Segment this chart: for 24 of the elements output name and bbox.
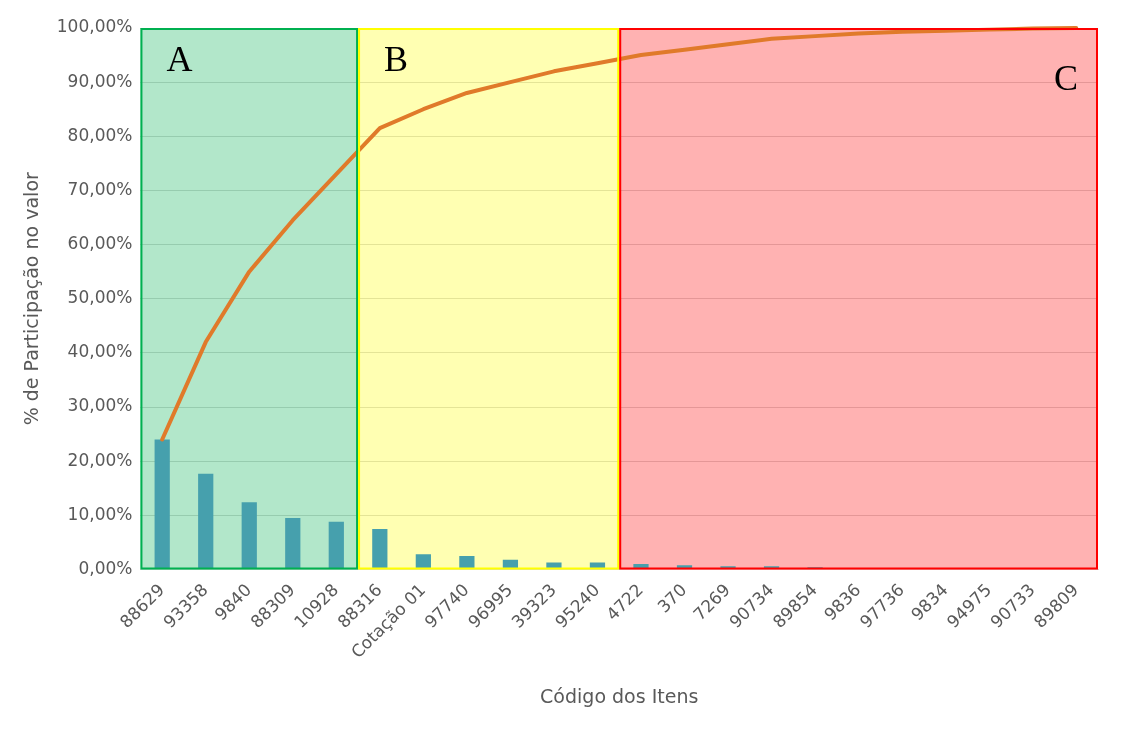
y-tick-label: 100,00% <box>56 16 133 37</box>
bar <box>198 473 214 569</box>
y-tick-label: 60,00% <box>67 233 133 254</box>
y-tick-label: 30,00% <box>67 395 133 416</box>
y-tick-label: 20,00% <box>67 449 133 470</box>
x-axis-title: Código dos Itens <box>540 684 699 707</box>
y-tick-label: 90,00% <box>67 70 133 91</box>
bar <box>241 502 257 569</box>
y-tick-label: 40,00% <box>67 341 133 362</box>
y-tick-label: 70,00% <box>67 178 133 199</box>
band-label: B <box>384 39 409 80</box>
bar <box>459 555 475 569</box>
bar <box>415 554 431 569</box>
bar <box>372 528 388 569</box>
y-tick-label: 80,00% <box>67 124 133 145</box>
y-tick-label: 0,00% <box>78 557 133 578</box>
bar <box>328 521 344 569</box>
y-tick-label: 10,00% <box>67 503 133 524</box>
y-tick-label: 50,00% <box>67 287 133 308</box>
band-label: A <box>166 39 193 80</box>
band-label: C <box>1053 58 1078 99</box>
bar <box>285 518 301 569</box>
bar <box>154 439 170 569</box>
y-axis-title: % de Participação no valor <box>20 171 43 426</box>
